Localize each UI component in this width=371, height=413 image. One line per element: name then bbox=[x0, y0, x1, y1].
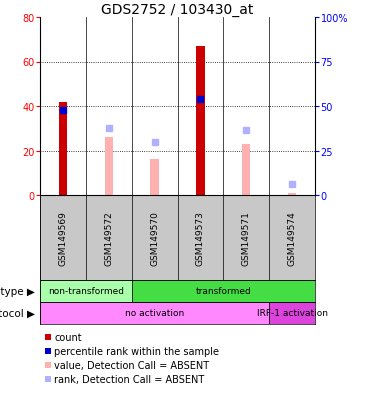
Text: value, Detection Call = ABSENT: value, Detection Call = ABSENT bbox=[54, 360, 209, 370]
Bar bbox=[151, 160, 159, 195]
Text: non-transformed: non-transformed bbox=[48, 287, 124, 296]
Text: cell type ▶: cell type ▶ bbox=[0, 286, 35, 296]
Text: no activation: no activation bbox=[125, 309, 184, 318]
Text: count: count bbox=[54, 332, 82, 342]
Title: GDS2752 / 103430_at: GDS2752 / 103430_at bbox=[101, 3, 254, 17]
Text: transformed: transformed bbox=[196, 287, 251, 296]
Bar bbox=[288, 193, 296, 195]
Bar bbox=[40, 280, 132, 302]
Text: GSM149572: GSM149572 bbox=[104, 211, 113, 265]
Bar bbox=[132, 280, 315, 302]
Bar bbox=[105, 138, 113, 195]
Text: rank, Detection Call = ABSENT: rank, Detection Call = ABSENT bbox=[54, 374, 204, 384]
Text: GSM149573: GSM149573 bbox=[196, 211, 205, 265]
Text: percentile rank within the sample: percentile rank within the sample bbox=[54, 346, 219, 356]
Text: GSM149571: GSM149571 bbox=[242, 211, 251, 265]
Bar bbox=[269, 302, 315, 324]
Bar bbox=[59, 102, 67, 195]
Text: GSM149569: GSM149569 bbox=[58, 211, 68, 265]
Bar bbox=[40, 302, 269, 324]
Bar bbox=[242, 145, 250, 195]
Text: protocol ▶: protocol ▶ bbox=[0, 308, 35, 318]
Text: GSM149574: GSM149574 bbox=[288, 211, 296, 265]
Text: GSM149570: GSM149570 bbox=[150, 211, 159, 265]
Text: IRF-1 activation: IRF-1 activation bbox=[257, 309, 328, 318]
Bar bbox=[196, 47, 204, 195]
